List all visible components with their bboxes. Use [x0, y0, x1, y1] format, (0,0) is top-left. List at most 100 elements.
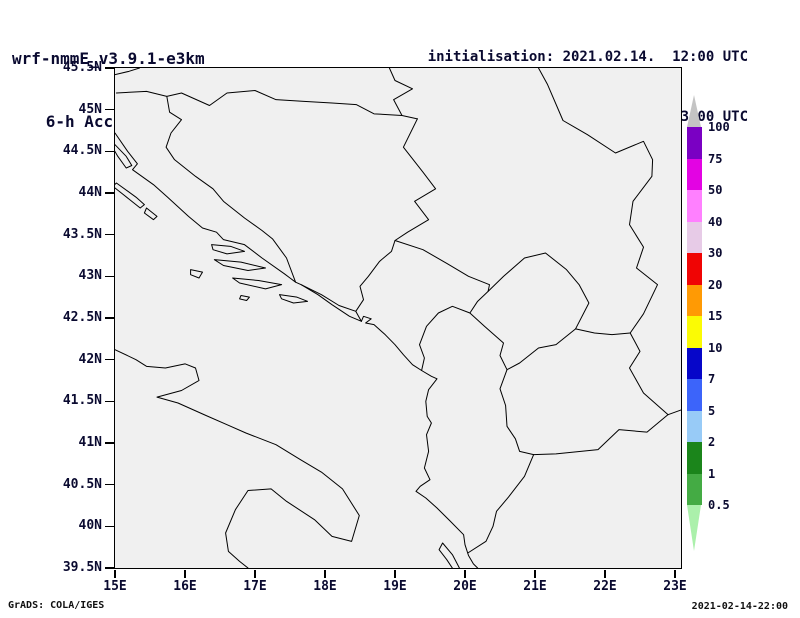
border-montenegro-serbia: [395, 240, 490, 291]
colorbar-tick-label: 7: [708, 372, 716, 386]
border-macedonia-greece: [533, 414, 667, 454]
x-axis-tick-label: 23E: [663, 579, 687, 594]
border-croatia-bosnia-south: [301, 284, 361, 321]
y-axis-tick: [105, 483, 114, 486]
colorbar-tick-label: 50: [708, 183, 723, 197]
x-axis-tick: [674, 569, 676, 578]
x-axis-tick-label: 22E: [593, 579, 617, 594]
colorbar-segment: [687, 316, 702, 348]
x-axis-tick: [114, 569, 116, 578]
map-frame: [113, 66, 682, 569]
y-axis-tick-label: 44.5N: [62, 143, 102, 159]
x-axis-tick: [184, 569, 186, 578]
y-axis-tick: [105, 567, 114, 569]
colorbar-tick-label: 10: [708, 340, 723, 355]
colorbar-segment: [687, 190, 702, 222]
colorbar-segment: [687, 410, 702, 442]
border-kosovo-macedonia: [507, 328, 576, 369]
x-axis-tick-label: 21E: [523, 579, 547, 594]
y-axis-tick-label: 44N: [78, 185, 102, 200]
colorbar-tick-label: 5: [708, 403, 716, 418]
map-svg: [115, 68, 681, 568]
y-axis-tick-label: 43.5N: [62, 226, 102, 242]
colorbar-segment: [687, 379, 702, 411]
border-slovenia-croatia: [115, 68, 140, 75]
y-axis-tick-label: 42.5N: [62, 310, 102, 325]
colorbar-tick-label: 100: [708, 120, 730, 134]
y-axis-tick: [105, 525, 114, 528]
colorbar-tick-label: 15: [708, 309, 723, 323]
y-axis-tick-label: 40N: [78, 518, 102, 534]
colorbar-tick-label: 40: [708, 214, 723, 229]
y-axis-tick-label: 39.5N: [62, 560, 102, 575]
y-axis-tick: [105, 400, 114, 403]
border-croatia-bosnia-north: [116, 90, 417, 118]
colorbar-tick-label: 20: [708, 277, 723, 292]
x-axis-tick: [604, 569, 606, 578]
y-axis-tick: [105, 192, 114, 194]
y-axis-tick: [105, 150, 114, 153]
grads-credit: GrADS: COLA/IGES: [8, 600, 105, 611]
border-croatia-serbia: [389, 68, 412, 115]
x-axis-tick: [394, 569, 396, 578]
creation-timestamp: 2021-02-14-22:00: [691, 601, 788, 612]
y-axis-tick: [105, 442, 114, 444]
border-kosovo-albania: [469, 312, 506, 369]
y-axis-tick: [105, 67, 114, 69]
colorbar-tick-label: 30: [708, 246, 723, 260]
colorbar-segment: [687, 347, 702, 379]
y-axis-tick-label: 43N: [78, 268, 102, 284]
y-axis-tick: [105, 275, 114, 278]
islands: [115, 144, 459, 567]
y-axis-tick-label: 45.5N: [62, 60, 102, 75]
coastline-adriatic-east: [115, 132, 478, 567]
y-axis-tick-label: 45N: [78, 101, 102, 117]
y-axis-tick: [105, 108, 114, 111]
x-axis-tick-label: 20E: [453, 579, 477, 594]
colorbar-segment: [687, 158, 702, 190]
y-axis-tick-label: 41N: [78, 435, 102, 450]
coastline-italy: [115, 349, 359, 567]
border-macedonia-bulgaria: [629, 332, 668, 414]
border-albania-greece: [467, 454, 533, 552]
colorbar-segment: [687, 253, 702, 285]
colorbar-segment: [687, 221, 702, 253]
colorbar-tick-label: 0.5: [708, 498, 730, 512]
x-axis-tick: [534, 569, 536, 578]
y-axis-tick-label: 40.5N: [62, 476, 102, 492]
initialisation-time: initialisation: 2021.02.14. 12:00 UTC: [427, 49, 748, 65]
x-axis-tick-label: 17E: [243, 579, 267, 594]
y-axis-tick: [105, 233, 114, 236]
border-serbia-romania-bulgaria: [538, 68, 657, 333]
colorbar-segment: [687, 284, 702, 316]
model-name: wrf-nmmE_v3.9.1-e3km: [12, 49, 205, 68]
colorbar-tick-label: 75: [708, 151, 723, 166]
colorbar-segment: [687, 442, 702, 474]
x-axis-tick-label: 15E: [103, 579, 127, 594]
y-axis-tick-label: 41.5N: [62, 393, 102, 409]
y-axis-tick: [105, 358, 114, 361]
colorbar-segment: [687, 473, 702, 505]
colorbar-tick-label: 1: [708, 466, 716, 481]
border-croatia-bosnia-west: [166, 96, 296, 282]
x-axis-tick: [324, 569, 326, 578]
border-kosovo-north: [488, 253, 589, 329]
y-axis-tick: [105, 317, 114, 319]
x-axis-tick: [254, 569, 256, 578]
border-bulgaria-greece: [668, 409, 681, 414]
colorbar-arrow-bottom: [687, 505, 701, 551]
colorbar-tick-label: 2: [708, 435, 716, 449]
x-axis-tick-label: 16E: [173, 579, 197, 594]
colorbar-arrow-top: [687, 95, 701, 127]
border-serbia-macedonia: [575, 328, 630, 334]
border-bosnia-montenegro: [355, 240, 394, 311]
border-albania-macedonia: [500, 369, 534, 454]
border-kosovo-montenegro: [469, 291, 487, 313]
x-axis-tick-label: 18E: [313, 579, 337, 594]
border-bosnia-serbia-drina: [395, 118, 436, 240]
x-axis-tick: [464, 569, 466, 578]
x-axis-tick-label: 19E: [383, 579, 407, 594]
y-axis-tick-label: 42N: [78, 351, 102, 367]
border-montenegro-albania: [419, 306, 469, 370]
